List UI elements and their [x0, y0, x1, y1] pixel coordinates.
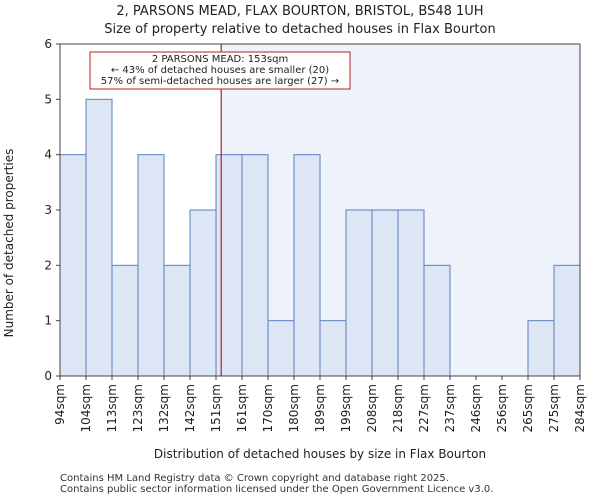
histogram-bar: [397, 209, 425, 377]
x-tick-label: 142sqm: [183, 384, 197, 432]
x-tick-label: 275sqm: [547, 384, 561, 432]
histogram-bar: [189, 209, 217, 377]
y-tick-label: 2: [44, 258, 52, 272]
histogram-bar: [345, 209, 373, 377]
annotation-line: 57% of semi-detached houses are larger (…: [101, 76, 339, 87]
histogram-bar: [137, 154, 165, 377]
x-tick-label: 94sqm: [53, 384, 67, 425]
x-tick-label: 227sqm: [417, 384, 431, 432]
histogram-bar: [371, 209, 399, 377]
annotation-box: [89, 51, 351, 90]
y-tick-label: 6: [44, 37, 52, 51]
x-tick-label: 113sqm: [105, 384, 119, 432]
footer-line-2: Contains public sector information licen…: [60, 484, 494, 495]
x-tick-label: 265sqm: [521, 384, 535, 432]
chart-title: 2, PARSONS MEAD, FLAX BOURTON, BRISTOL, …: [116, 4, 484, 19]
x-tick-label: 151sqm: [209, 384, 223, 432]
x-tick-label: 132sqm: [157, 384, 171, 432]
y-tick-label: 4: [44, 148, 52, 162]
y-tick-label: 1: [44, 314, 52, 328]
x-tick-label: 123sqm: [131, 384, 145, 432]
histogram-bar: [163, 264, 191, 377]
footer-line-1: Contains HM Land Registry data © Crown c…: [60, 473, 449, 484]
histogram-bar: [59, 154, 87, 377]
x-tick-label: 170sqm: [261, 384, 275, 432]
annotation-line: 2 PARSONS MEAD: 153sqm: [152, 54, 288, 65]
histogram-bar: [111, 264, 139, 377]
histogram-bar: [553, 264, 581, 377]
histogram-bar: [267, 320, 295, 377]
x-tick-label: 246sqm: [469, 384, 483, 432]
histogram-bar: [85, 98, 113, 377]
y-axis-label: Number of detached properties: [2, 149, 16, 338]
x-axis-label: Distribution of detached houses by size …: [154, 447, 486, 461]
y-tick-label: 3: [44, 203, 52, 217]
x-tick-label: 104sqm: [79, 384, 93, 432]
x-tick-label: 161sqm: [235, 384, 249, 432]
x-tick-label: 199sqm: [339, 384, 353, 432]
x-tick-label: 284sqm: [573, 384, 587, 432]
x-tick-label: 237sqm: [443, 384, 457, 432]
histogram-bar: [293, 154, 321, 377]
annotation-line: ← 43% of detached houses are smaller (20…: [111, 65, 329, 76]
x-tick-label: 256sqm: [495, 384, 509, 432]
histogram-bar: [527, 320, 555, 377]
x-tick-label: 180sqm: [287, 384, 301, 432]
chart-subtitle: Size of property relative to detached ho…: [104, 22, 496, 37]
histogram-bar: [215, 154, 243, 377]
histogram-bar: [319, 320, 347, 377]
histogram-bar: [241, 154, 269, 377]
y-tick-label: 0: [44, 369, 52, 383]
x-tick-label: 189sqm: [313, 384, 327, 432]
x-tick-label: 218sqm: [391, 384, 405, 432]
x-tick-label: 208sqm: [365, 384, 379, 432]
y-tick-label: 5: [44, 92, 52, 106]
histogram-bar: [423, 264, 451, 377]
